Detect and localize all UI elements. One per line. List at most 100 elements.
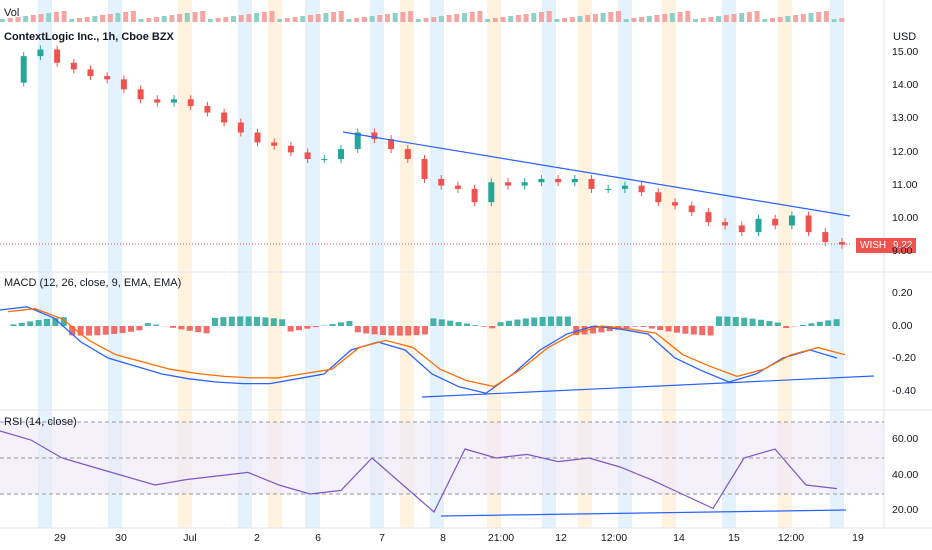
macd-histogram-bar bbox=[94, 326, 101, 336]
macd-histogram-bar bbox=[153, 324, 160, 326]
volume-bar bbox=[277, 19, 283, 22]
macd-histogram-bar bbox=[598, 326, 605, 333]
volume-bar bbox=[154, 17, 159, 22]
volume-bar bbox=[631, 18, 637, 22]
volume-bar bbox=[69, 19, 75, 22]
macd-histogram-bar bbox=[556, 316, 563, 326]
volume-bar bbox=[77, 18, 82, 22]
candle-body bbox=[705, 212, 712, 223]
macd-histogram-bar bbox=[732, 317, 739, 326]
macd-histogram-bar bbox=[10, 324, 17, 326]
macd-histogram-bar bbox=[228, 316, 235, 326]
volume-bar bbox=[284, 18, 290, 22]
macd-histogram-bar bbox=[346, 320, 353, 326]
volume-bar bbox=[130, 11, 136, 22]
volume-bar bbox=[300, 16, 306, 22]
macd-histogram-bar bbox=[548, 316, 554, 326]
session-band bbox=[578, 0, 592, 528]
candle-body bbox=[571, 178, 578, 183]
macd-histogram-bar bbox=[111, 326, 118, 334]
volume-bar bbox=[246, 14, 252, 22]
volume-bar bbox=[238, 15, 244, 22]
session-band bbox=[722, 0, 736, 528]
volume-bar bbox=[585, 15, 591, 22]
macd-histogram-bar bbox=[716, 316, 722, 326]
macd-histogram-bar bbox=[254, 316, 260, 326]
macd-histogram-bar bbox=[18, 322, 25, 326]
volume-bar bbox=[215, 18, 221, 22]
macd-histogram-bar bbox=[413, 326, 420, 336]
macd-histogram-bar bbox=[632, 326, 638, 327]
volume-bar bbox=[23, 16, 29, 22]
rsi-axis-tick: 60.00 bbox=[892, 433, 919, 445]
time-axis-tick: 6 bbox=[315, 532, 321, 544]
volume-bar bbox=[315, 14, 321, 22]
volume-bar bbox=[654, 15, 660, 22]
macd-histogram-bar bbox=[606, 326, 613, 332]
macd-histogram-bar bbox=[623, 326, 630, 329]
macd-histogram-bar bbox=[808, 323, 815, 326]
macd-histogram-bar bbox=[388, 326, 395, 336]
resistance-trendline bbox=[342, 131, 851, 217]
rsi-trendline bbox=[440, 509, 847, 517]
volume-bar bbox=[462, 13, 467, 22]
candle-body bbox=[588, 178, 595, 189]
session-band bbox=[618, 0, 632, 528]
volume-bar bbox=[53, 12, 59, 22]
rsi-axis-tick: 20.00 bbox=[892, 504, 919, 516]
macd-histogram-bar bbox=[514, 319, 521, 326]
volume-bar bbox=[408, 11, 414, 22]
macd-histogram-bar bbox=[816, 321, 823, 326]
volume-bar bbox=[639, 17, 645, 22]
volume-bar bbox=[823, 11, 829, 22]
volume-bar bbox=[292, 17, 298, 22]
candle-body bbox=[54, 49, 61, 63]
volume-bar bbox=[485, 19, 491, 22]
session-band bbox=[662, 0, 676, 528]
macd-histogram-bar bbox=[338, 322, 344, 326]
candle-body bbox=[438, 178, 445, 186]
time-axis-tick: 12:00 bbox=[777, 532, 805, 544]
macd-histogram-bar bbox=[296, 326, 302, 331]
macd-histogram-bar bbox=[447, 320, 454, 326]
volume-bar bbox=[400, 12, 406, 22]
volume-bar bbox=[115, 13, 121, 22]
volume-bar bbox=[454, 14, 460, 22]
candle-body bbox=[521, 182, 528, 186]
macd-histogram-bar bbox=[766, 321, 773, 326]
macd-histogram-bar bbox=[329, 323, 336, 326]
volume-bar bbox=[269, 11, 275, 22]
time-axis-tick: 8 bbox=[440, 532, 446, 544]
price-axis-tick: 11.00 bbox=[892, 178, 918, 191]
candle-body bbox=[171, 99, 177, 103]
macd-histogram-bar bbox=[430, 318, 437, 326]
macd-histogram-bar bbox=[648, 326, 655, 329]
volume-bar bbox=[500, 17, 506, 22]
time-axis-tick: 29 bbox=[54, 532, 66, 544]
volume-bar bbox=[161, 16, 167, 22]
volume-bar bbox=[808, 13, 814, 22]
time-axis-tick: 12:00 bbox=[600, 532, 628, 544]
macd-histogram-bar bbox=[178, 326, 185, 330]
volume-bar bbox=[338, 11, 344, 22]
price-axis-tick: 15.00 bbox=[892, 46, 919, 58]
volume-bar bbox=[46, 13, 52, 22]
candle-body bbox=[404, 149, 411, 160]
volume-bar bbox=[107, 14, 113, 22]
volume-bar bbox=[92, 16, 98, 22]
macd-histogram-bar bbox=[657, 326, 664, 331]
macd-histogram-bar bbox=[564, 316, 571, 326]
candle-body bbox=[788, 215, 795, 226]
session-band bbox=[305, 0, 320, 528]
volume-bar bbox=[392, 13, 398, 22]
candle-body bbox=[120, 79, 127, 90]
macd-histogram-bar bbox=[287, 326, 294, 332]
macd-histogram-bar bbox=[506, 320, 512, 326]
signal-line bbox=[7, 308, 846, 388]
candle-body bbox=[805, 215, 812, 233]
macd-histogram-bar bbox=[422, 326, 428, 335]
macd-histogram-bar bbox=[144, 323, 151, 326]
volume-bar bbox=[577, 16, 583, 22]
volume-bar bbox=[192, 12, 198, 22]
